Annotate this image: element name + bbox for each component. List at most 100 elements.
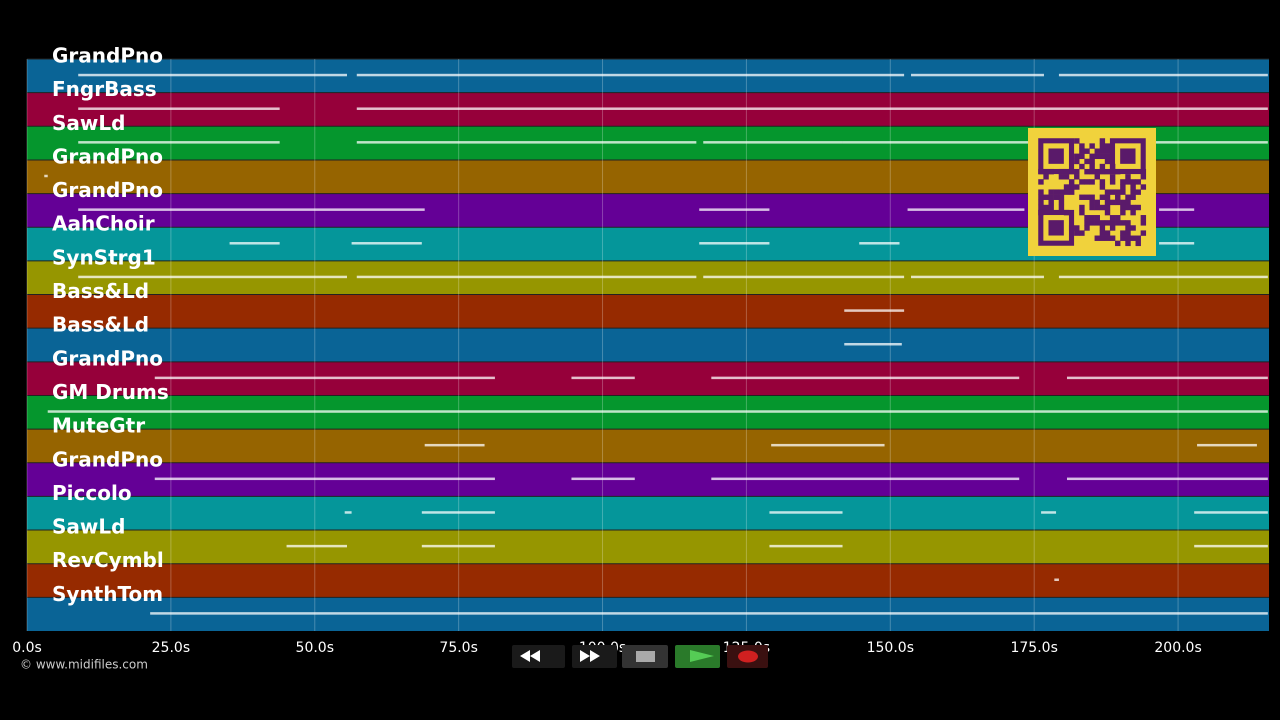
qr-module — [1120, 184, 1126, 190]
qr-module — [1099, 153, 1106, 160]
qr-module — [1084, 215, 1090, 221]
track-label: SynStrg1 — [52, 245, 156, 269]
qr-module — [1104, 230, 1111, 236]
qr-module — [1099, 184, 1106, 190]
note-span — [1194, 511, 1268, 514]
note-span — [47, 410, 1268, 413]
note-span — [842, 141, 1029, 144]
qr-module — [1099, 230, 1106, 236]
track-label: Piccolo — [52, 481, 132, 505]
qr-module — [1094, 148, 1100, 154]
qr-module — [1058, 189, 1065, 195]
qr-module — [1094, 235, 1100, 241]
stop-icon — [636, 651, 655, 662]
rewind-icon — [520, 650, 540, 662]
qr-module — [1074, 168, 1080, 175]
qr-module — [1038, 194, 1044, 200]
note-span — [421, 511, 495, 514]
track-label: FngrBass — [52, 77, 157, 101]
qr-module — [1109, 225, 1116, 231]
note-span — [771, 443, 885, 447]
qr-module — [1130, 184, 1136, 190]
note-span — [769, 511, 843, 514]
qr-finder — [1038, 209, 1075, 246]
x-tick-label: 0.0s — [12, 640, 42, 656]
qr-module — [1089, 158, 1095, 165]
qr-module — [1089, 194, 1095, 200]
note-span — [1159, 242, 1195, 245]
fast-forward-button[interactable] — [572, 645, 617, 668]
qr-module — [1109, 174, 1116, 180]
qr-module — [1104, 235, 1111, 241]
qr-module — [1120, 199, 1126, 206]
stop-button[interactable] — [622, 645, 668, 668]
qr-module — [1104, 194, 1111, 200]
qr-module — [1079, 179, 1085, 185]
note-span — [1041, 511, 1057, 514]
qr-module — [1099, 179, 1106, 185]
note-span — [699, 242, 770, 245]
note-span — [1066, 477, 1268, 481]
qr-module — [1099, 138, 1106, 144]
note-span — [703, 275, 905, 279]
note-span — [150, 612, 1268, 615]
qr-module — [1125, 179, 1131, 185]
qr-module — [1130, 179, 1136, 185]
qr-module — [1043, 204, 1049, 211]
qr-module — [1094, 168, 1100, 175]
qr-module — [1125, 235, 1131, 241]
qr-module — [1125, 204, 1131, 211]
qr-module — [1089, 215, 1095, 221]
note-span — [78, 107, 280, 110]
qr-module — [1048, 189, 1054, 195]
note-span — [1058, 275, 1268, 279]
qr-module — [1089, 168, 1095, 175]
qr-module — [1115, 240, 1121, 247]
qr-module — [1109, 235, 1116, 241]
qr-module — [1125, 194, 1131, 200]
note-span — [421, 544, 495, 548]
qr-module — [1043, 174, 1049, 180]
qr-module — [1104, 204, 1111, 211]
qr-module — [1084, 179, 1090, 185]
rewind-button[interactable] — [512, 645, 565, 668]
track-label: GM Drums — [52, 380, 169, 404]
note-span — [907, 208, 1025, 211]
qr-module — [1120, 230, 1126, 236]
qr-module — [1125, 240, 1131, 247]
qr-module — [1120, 204, 1126, 211]
qr-module — [1140, 184, 1147, 190]
qr-module — [1063, 184, 1070, 190]
qr-module — [1115, 215, 1121, 221]
qr-module — [1053, 189, 1060, 195]
track-lane — [27, 429, 1269, 463]
qr-module — [1135, 189, 1141, 195]
note-span — [356, 141, 697, 144]
x-tick-label: 150.0s — [867, 640, 914, 656]
qr-finder-core — [1048, 148, 1064, 164]
qr-module — [1074, 153, 1080, 160]
qr-module — [1135, 240, 1141, 247]
qr-module — [1099, 148, 1106, 154]
qr-finder — [1109, 138, 1146, 175]
record-button[interactable] — [727, 645, 768, 668]
qr-module — [1074, 138, 1080, 144]
x-tick-label: 75.0s — [439, 640, 477, 656]
qr-module — [1058, 199, 1065, 206]
qr-module — [1094, 204, 1100, 211]
qr-module — [1053, 194, 1060, 200]
play-button[interactable] — [675, 645, 720, 668]
note-span — [711, 376, 1020, 380]
qr-module — [1104, 189, 1111, 195]
x-tick-label: 175.0s — [1010, 640, 1057, 656]
qr-module — [1104, 199, 1111, 206]
qr-module — [1104, 209, 1111, 216]
qr-module — [1084, 158, 1090, 165]
qr-module — [1094, 153, 1100, 160]
qr-module — [1104, 148, 1111, 154]
qr-module — [1115, 189, 1121, 195]
note-span — [78, 275, 347, 279]
qr-module — [1079, 163, 1085, 170]
qr-module — [1094, 174, 1100, 180]
qr-module — [1125, 225, 1131, 231]
